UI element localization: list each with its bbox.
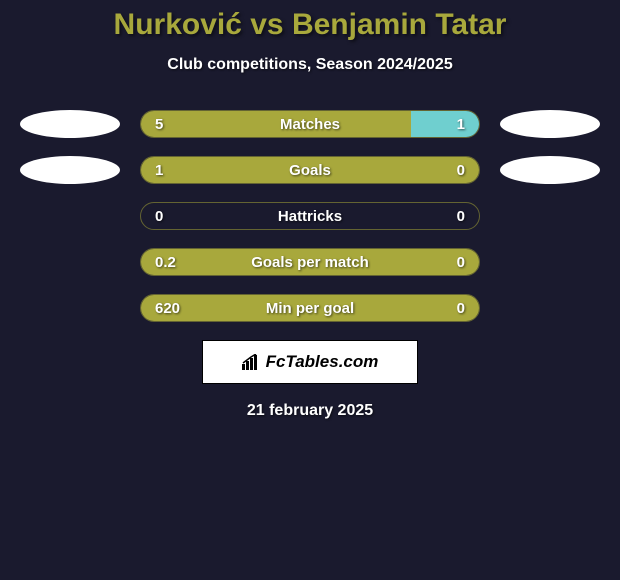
value-left: 620 [155, 295, 180, 321]
page-title: Nurković vs Benjamin Tatar [0, 0, 620, 42]
bar-goals: 1 Goals 0 [140, 156, 480, 184]
bar-gpm: 0.2 Goals per match 0 [140, 248, 480, 276]
bar-mpg: 620 Min per goal 0 [140, 294, 480, 322]
stat-row-gpm: 0.2 Goals per match 0 [0, 248, 620, 276]
brand-label: FcTables.com [266, 352, 379, 372]
value-left: 0 [155, 203, 163, 229]
stat-row-goals: 1 Goals 0 [0, 156, 620, 184]
stat-row-mpg: 620 Min per goal 0 [0, 294, 620, 322]
metric-label: Hattricks [141, 203, 479, 229]
bar-matches: 5 Matches 1 [140, 110, 480, 138]
value-right: 0 [457, 249, 465, 275]
value-right: 0 [457, 157, 465, 183]
value-right: 1 [457, 111, 465, 137]
chart-area: 5 Matches 1 1 Goals 0 0 Hattricks 0 [0, 110, 620, 322]
bar-left-fill [141, 295, 479, 321]
bar-right-fill [411, 111, 479, 137]
bar-left-fill [141, 157, 479, 183]
bar-hattricks: 0 Hattricks 0 [140, 202, 480, 230]
value-right: 0 [457, 295, 465, 321]
value-right: 0 [457, 203, 465, 229]
value-left: 0.2 [155, 249, 176, 275]
stat-row-hattricks: 0 Hattricks 0 [0, 202, 620, 230]
player-right-marker [500, 110, 600, 138]
value-left: 5 [155, 111, 163, 137]
bar-left-fill [141, 111, 411, 137]
page-subtitle: Club competitions, Season 2024/2025 [0, 56, 620, 74]
brand-box: FcTables.com [202, 340, 418, 384]
chart-icon [242, 354, 262, 370]
player-left-marker [20, 110, 120, 138]
date-line: 21 february 2025 [0, 402, 620, 420]
player-left-marker [20, 156, 120, 184]
player-right-marker [500, 156, 600, 184]
stat-row-matches: 5 Matches 1 [0, 110, 620, 138]
value-left: 1 [155, 157, 163, 183]
bar-left-fill [141, 249, 479, 275]
